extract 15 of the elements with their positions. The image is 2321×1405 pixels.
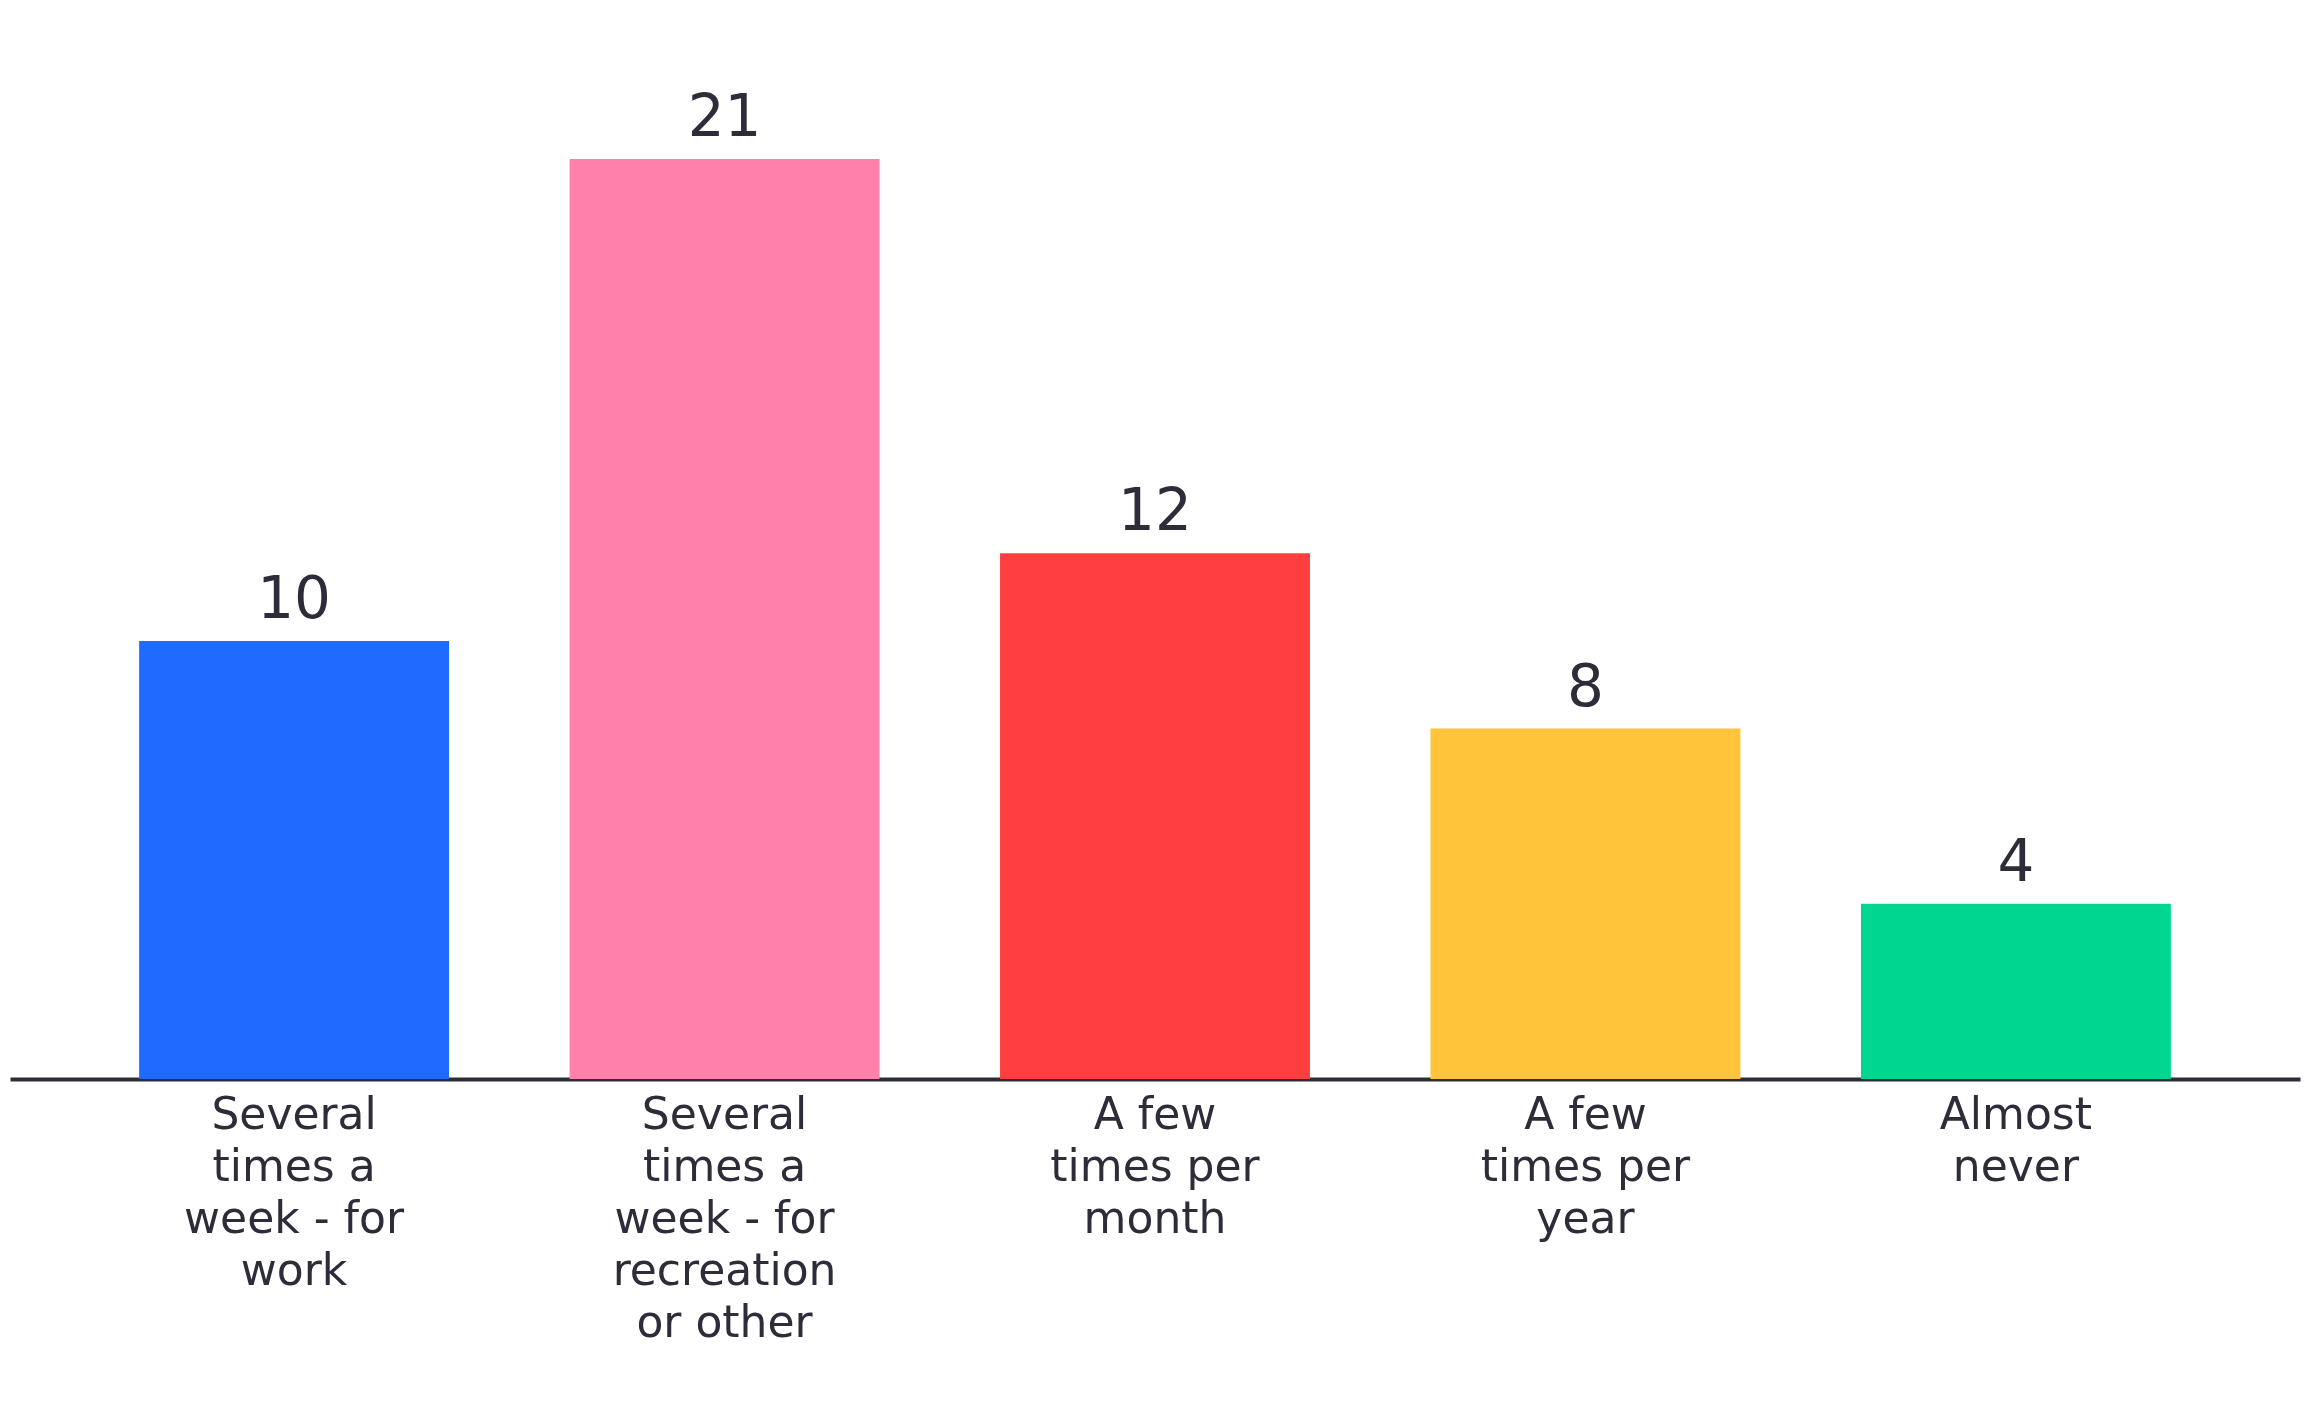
bar: [1860, 903, 2171, 1079]
data-label: 10: [257, 563, 331, 632]
x-tick-label: A few times per month: [1050, 1087, 1261, 1243]
data-label: 21: [687, 82, 762, 150]
data-label: 12: [1118, 476, 1192, 545]
x-tick-label: A few times per year: [1480, 1087, 1692, 1243]
x-tick-label: Several times a week - for recreation or other: [612, 1087, 837, 1347]
bar: [139, 640, 450, 1079]
x-tick-label: Several times a week - for work: [184, 1087, 405, 1295]
bar: [1000, 553, 1310, 1079]
data-label: 4: [1997, 826, 2035, 895]
bar: [569, 159, 880, 1079]
x-tick-label: Almost never: [1939, 1087, 2093, 1191]
bar: [1430, 728, 1741, 1079]
data-label: 8: [1567, 651, 1604, 720]
